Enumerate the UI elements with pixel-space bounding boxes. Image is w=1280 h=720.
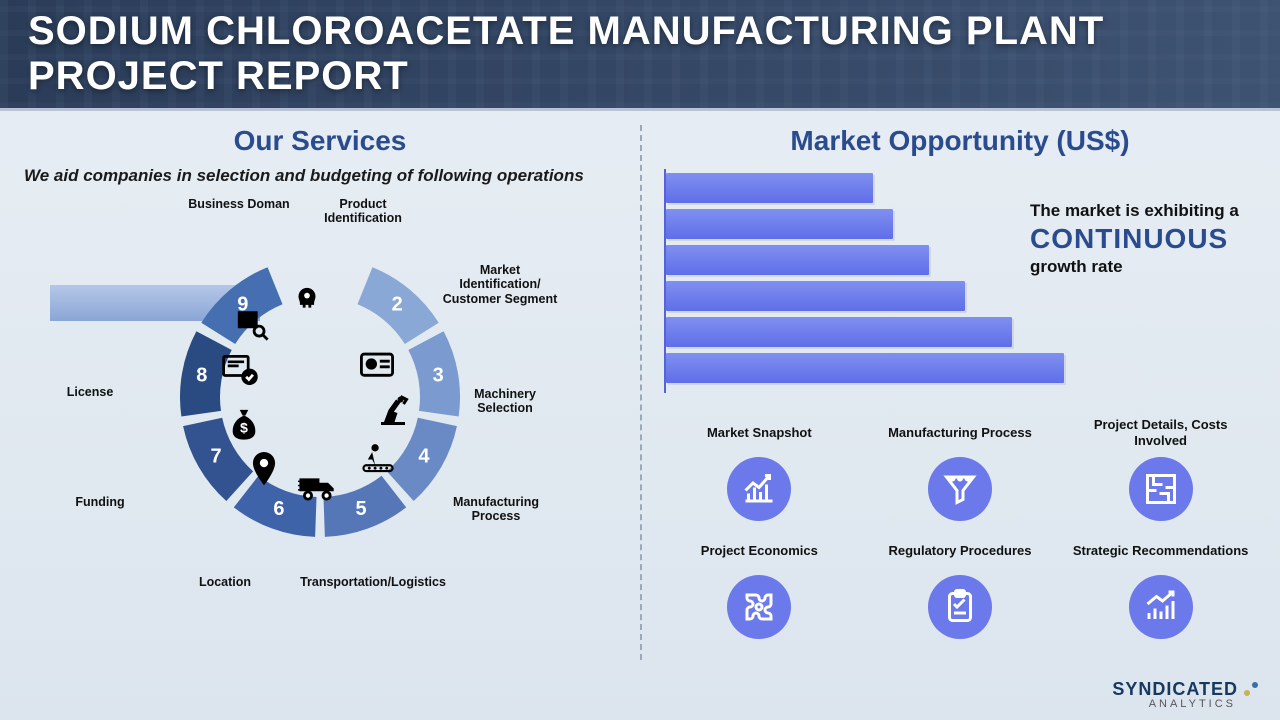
clipboard-icon [928,575,992,639]
barcode-search-icon [235,307,269,348]
growth-bar-2 [666,209,893,239]
report-header: SODIUM CHLOROACETATE MANUFACTURING PLANT… [0,0,1280,108]
growth-post: growth rate [1030,257,1123,276]
wheel-segment-num-2: 2 [392,293,403,315]
badge-regulatory: Regulatory Procedures [870,535,1050,639]
topic-badges: Market Snapshot Manufacturing Process Proj… [664,417,1256,639]
badge-project-details: Project Details, Costs Involved [1071,417,1251,521]
growth-bars-icon [1129,575,1193,639]
maze-icon [1129,457,1193,521]
svg-text:$: $ [240,421,248,437]
badge-manufacturing: Manufacturing Process [870,417,1050,521]
services-title: Our Services [24,125,616,157]
growth-text: The market is exhibiting a CONTINUOUS gr… [1030,201,1260,277]
growth-pre: The market is exhibiting a [1030,201,1239,220]
opportunity-title: Market Opportunity (US$) [664,125,1256,157]
badge-label: Regulatory Procedures [870,535,1050,567]
segment-label-1: Business Doman [184,197,294,211]
badge-label: Project Details, Costs Involved [1071,417,1251,449]
growth-bar-chart [664,169,1064,393]
segment-label-9: License [50,385,130,399]
wheel-segment-num-4: 4 [418,445,430,467]
segment-label-4: Machinery Selection [460,387,550,416]
report-title: SODIUM CHLOROACETATE MANUFACTURING PLANT… [28,9,1280,99]
badge-label: Strategic Recommendations [1071,535,1251,567]
badge-label: Manufacturing Process [870,417,1050,449]
delivery-truck-icon [298,472,338,509]
wheel-segment-num-8: 8 [196,365,207,387]
growth-bar-5 [666,317,1012,347]
wheel-segment-num-3: 3 [433,365,444,387]
services-panel: Our Services We aid companies in selecti… [0,111,640,720]
worker-conveyor-icon [360,442,396,481]
badge-label: Market Snapshot [669,417,849,449]
services-subtitle: We aid companies in selection and budget… [24,165,616,187]
growth-bar-3 [666,245,929,275]
segment-label-6: Transportation/Logistics [288,575,458,589]
map-pin-icon [250,452,278,495]
id-card-icon [360,349,394,386]
robot-arm-icon [375,392,411,435]
growth-bar-1 [666,173,873,203]
wheel-segment-num-7: 7 [211,445,222,467]
segment-label-8: Funding [60,495,140,509]
segment-label-7: Location [180,575,270,589]
certificate-check-icon [222,355,258,392]
growth-bar-6 [666,353,1064,383]
wheel-segment-num-6: 6 [273,498,284,520]
puzzle-icon [727,575,791,639]
head-bulb-icon [290,285,324,326]
wheel-segment-num-5: 5 [355,498,366,520]
badge-market-snapshot: Market Snapshot [669,417,849,521]
badge-label: Project Economics [669,535,849,567]
service-wheel: 1 Business Doman Product Identification … [130,197,510,617]
opportunity-panel: Market Opportunity (US$) The market is e… [640,111,1280,720]
badge-strategic: Strategic Recommendations [1071,535,1251,639]
segment-label-2: Product Identification [308,197,418,226]
growth-bar-4 [666,281,965,311]
chart-up-icon [727,457,791,521]
money-bag-icon: $ [228,407,260,448]
growth-big: CONTINUOUS [1030,223,1260,255]
brand-logo: SYNDICATED ANALYTICS [1112,679,1262,710]
funnel-icon [928,457,992,521]
badge-project-economics: Project Economics [669,535,849,639]
